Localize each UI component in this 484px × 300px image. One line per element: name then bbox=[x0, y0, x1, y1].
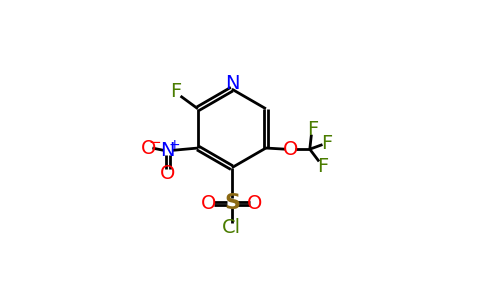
Text: Cl: Cl bbox=[222, 218, 242, 237]
Text: N: N bbox=[225, 74, 239, 93]
Text: N: N bbox=[161, 141, 175, 160]
Text: O: O bbox=[247, 194, 263, 213]
Text: −: − bbox=[148, 136, 161, 151]
Text: F: F bbox=[308, 120, 319, 139]
Text: S: S bbox=[224, 194, 240, 214]
Text: O: O bbox=[201, 194, 216, 213]
Text: F: F bbox=[317, 157, 328, 176]
Text: F: F bbox=[321, 134, 333, 153]
Text: O: O bbox=[140, 139, 156, 158]
Text: O: O bbox=[283, 140, 298, 159]
Text: +: + bbox=[168, 138, 180, 152]
Text: O: O bbox=[160, 164, 176, 183]
Text: F: F bbox=[170, 82, 182, 101]
